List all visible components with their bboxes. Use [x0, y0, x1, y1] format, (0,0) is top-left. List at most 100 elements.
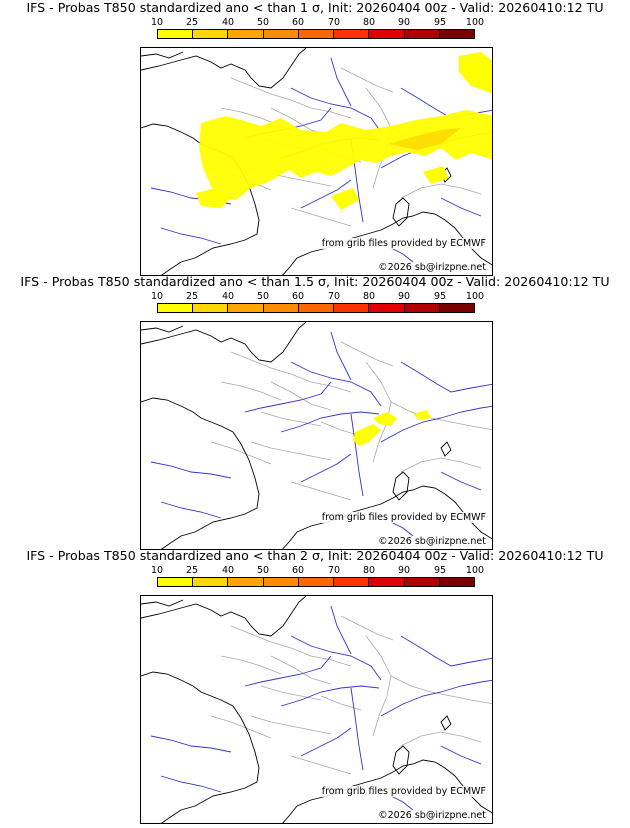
admin-border [260, 685, 322, 701]
scale-segment [158, 304, 194, 312]
river [380, 679, 492, 717]
river [400, 361, 492, 393]
scale-tick: 95 [433, 17, 447, 28]
scale-segment [228, 30, 264, 38]
scale-tick: 90 [397, 291, 411, 302]
scale-tick: 40 [221, 291, 235, 302]
admin-border [320, 147, 362, 163]
scale-tick: 10 [150, 17, 164, 28]
coastline [440, 715, 452, 731]
river [300, 453, 352, 483]
scale-tick: 10 [150, 565, 164, 576]
admin-border [400, 457, 482, 473]
scale-segment [263, 30, 299, 38]
river [350, 687, 364, 771]
admin-border [210, 441, 272, 465]
scale-segment [369, 578, 405, 586]
scale-tick: 25 [185, 291, 199, 302]
coastline [282, 211, 492, 275]
river [244, 107, 332, 139]
scale-segment [334, 30, 370, 38]
admin-border [250, 441, 332, 461]
admin-border [320, 695, 362, 711]
scale-segment [404, 30, 440, 38]
basemap [141, 596, 492, 823]
map-panel-1: IFS - Probas T850 standardized ano < tha… [0, 0, 630, 276]
scale-segment [334, 304, 370, 312]
coastline [282, 485, 492, 549]
scale-segment [228, 304, 264, 312]
river [244, 381, 332, 413]
admin-border [290, 755, 352, 775]
river [150, 461, 232, 479]
coastline [141, 51, 184, 59]
scale-tick: 70 [327, 291, 341, 302]
scale-segment [404, 578, 440, 586]
scale-tick: 50 [256, 17, 270, 28]
scale-tick: 10 [150, 291, 164, 302]
river [330, 331, 352, 381]
admin-border [270, 381, 332, 411]
river [330, 605, 352, 655]
river [290, 635, 382, 681]
admin-border [340, 615, 394, 641]
scale-segment [369, 30, 405, 38]
coastline [141, 325, 184, 333]
source-credit: from grib files provided by ECMWF [321, 512, 486, 523]
coastline [141, 48, 307, 89]
scale-segment [404, 304, 440, 312]
river [440, 471, 482, 491]
coastline [392, 197, 410, 227]
admin-border [270, 655, 332, 685]
admin-border [220, 107, 282, 127]
scale-segment [298, 304, 335, 312]
admin-border [365, 87, 392, 189]
river [380, 405, 492, 443]
river [300, 179, 352, 209]
admin-border [365, 635, 392, 737]
scale-tick: 80 [362, 565, 376, 576]
river [244, 655, 332, 687]
admin-border [290, 207, 352, 227]
scale-tick: 50 [256, 565, 270, 576]
scale-tick: 95 [433, 565, 447, 576]
coastline [141, 671, 260, 823]
admin-border [220, 381, 282, 401]
river [160, 501, 222, 519]
scale-tick: 70 [327, 17, 341, 28]
scale-tick: 40 [221, 565, 235, 576]
scale-tick: 95 [433, 291, 447, 302]
panel-title: IFS - Probas T850 standardized ano < tha… [26, 0, 604, 15]
scale-tick: 100 [465, 17, 485, 28]
scale-segment [439, 30, 474, 38]
scale-tick: 80 [362, 291, 376, 302]
admin-border [390, 127, 492, 157]
copyright-credit: ©2026 sb@irizpne.net [378, 536, 486, 547]
river [380, 131, 492, 169]
coastline [282, 759, 492, 823]
scale-tick: 60 [291, 565, 305, 576]
color-scale-bar [157, 303, 475, 313]
scale-tick: 60 [291, 17, 305, 28]
scale-segment [369, 304, 405, 312]
panel-title: IFS - Probas T850 standardized ano < tha… [26, 548, 604, 563]
map-frame: from grib files provided by ECMWF ©2026 … [140, 595, 493, 824]
scale-segment [158, 30, 194, 38]
scale-segment [263, 578, 299, 586]
admin-border [390, 675, 492, 705]
coastline [141, 397, 260, 549]
color-scale-bar [157, 577, 475, 587]
admin-border [250, 167, 332, 187]
scale-segment [228, 578, 264, 586]
scale-tick: 50 [256, 291, 270, 302]
river [400, 87, 492, 119]
scale-segment [439, 578, 474, 586]
scale-tick: 90 [397, 565, 411, 576]
scale-tick: 100 [465, 565, 485, 576]
admin-border [390, 401, 492, 431]
river [280, 411, 380, 433]
scale-segment [298, 30, 335, 38]
color-scale-labels: 10 25 40 50 60 70 80 90 95 100 [0, 565, 630, 576]
scale-segment [439, 304, 474, 312]
admin-border [230, 625, 352, 667]
